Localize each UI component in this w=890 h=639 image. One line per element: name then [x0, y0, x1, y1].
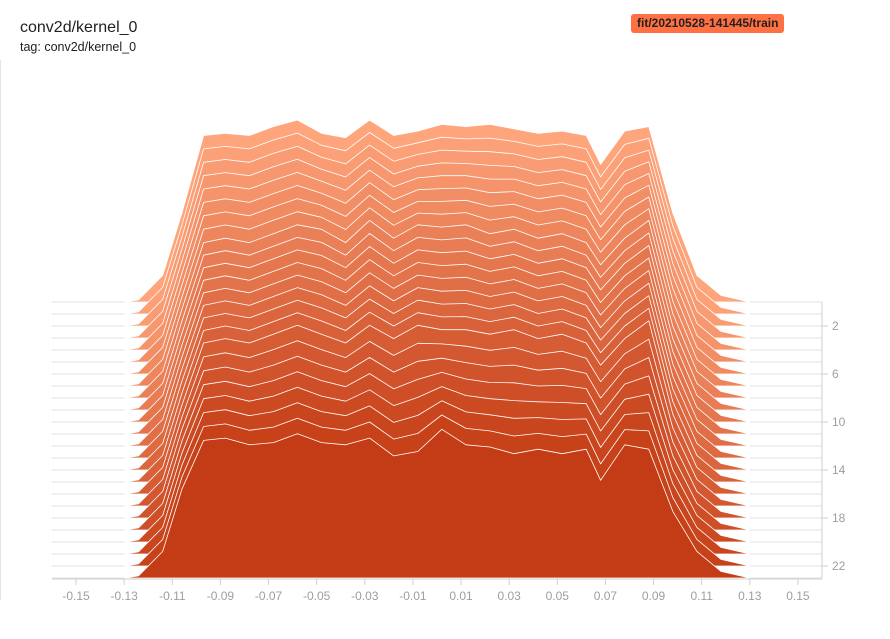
histogram-layers — [123, 119, 751, 579]
x-tick-label: -0.09 — [207, 589, 235, 603]
x-tick-label: -0.05 — [303, 589, 331, 603]
x-tick-label: -0.11 — [159, 589, 186, 603]
x-tick-label: -0.13 — [111, 589, 139, 603]
x-tick-label: -0.03 — [351, 589, 379, 603]
x-tick-label: 0.15 — [786, 589, 810, 603]
step-axis: 2 6 10 14 18 22 — [821, 302, 846, 578]
step-tick-label: 10 — [832, 415, 846, 429]
x-tick-label: 0.09 — [642, 589, 666, 603]
card-edge-rule — [0, 60, 1, 600]
x-tick-label: 0.03 — [498, 589, 522, 603]
x-tick-label: -0.15 — [62, 589, 90, 603]
x-axis: -0.15 -0.13 -0.11 -0.09 -0.07 -0.05 -0.03 -0.01… — [52, 578, 822, 603]
x-tick-label: -0.07 — [255, 589, 283, 603]
x-tick-label: 0.07 — [594, 589, 618, 603]
x-tick-label: -0.01 — [399, 589, 427, 603]
step-tick-label: 14 — [832, 463, 846, 477]
step-tick-label: 18 — [832, 511, 846, 525]
run-badge: fit/20210528-141445/train — [631, 14, 785, 33]
histogram-step-23 — [123, 428, 751, 579]
step-tick-label: 22 — [832, 559, 846, 573]
chart-tag: tag: conv2d/kernel_0 — [20, 40, 137, 54]
step-tick-label: 2 — [832, 319, 839, 333]
x-tick-label: 0.13 — [738, 589, 762, 603]
x-tick-label: 0.01 — [449, 589, 473, 603]
x-tick-label: 0.05 — [546, 589, 570, 603]
step-tick-label: 6 — [832, 367, 839, 381]
chart-title: conv2d/kernel_0 — [20, 19, 138, 36]
x-tick-label: 0.11 — [690, 589, 713, 603]
